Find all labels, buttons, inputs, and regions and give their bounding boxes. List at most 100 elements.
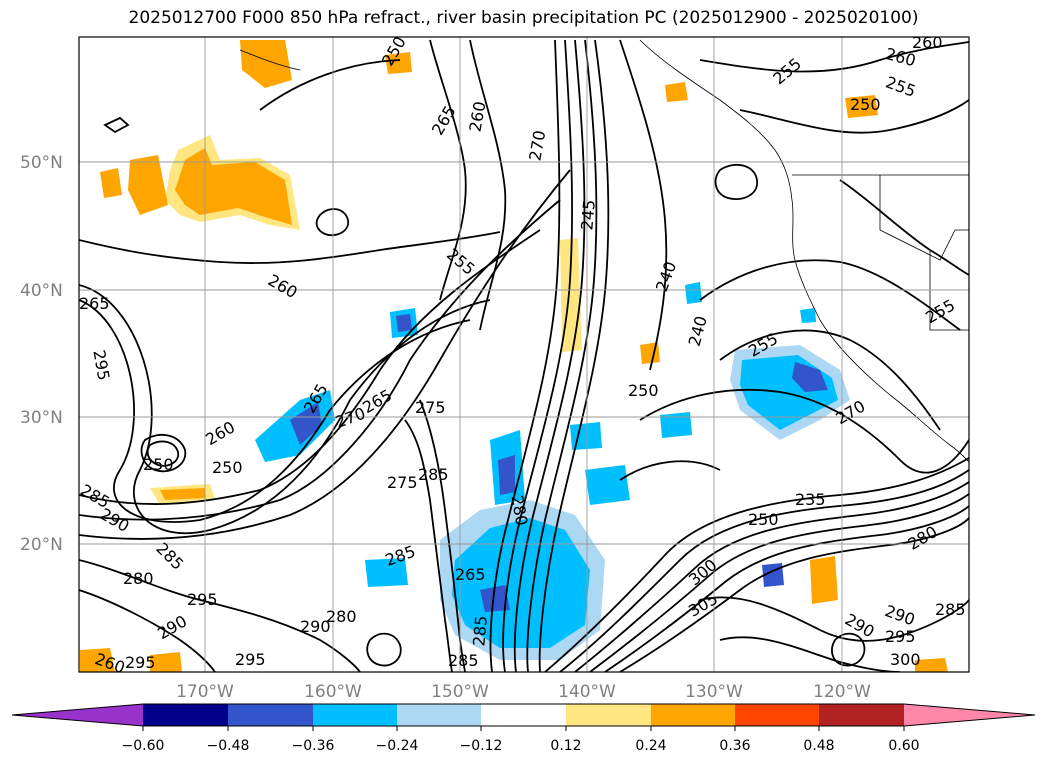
contour-line [103,116,130,134]
contour-label: 290 [300,617,331,636]
contour-line [404,419,453,672]
contour-line [79,169,571,540]
contour-line [513,39,586,672]
refractivity-contours [79,39,969,672]
colorbar-segment [143,704,228,726]
contour-line [140,433,187,473]
contour-label: 250 [212,458,243,477]
contour-line [79,559,361,672]
contour-line [526,39,598,672]
contour-label: 285 [469,615,491,647]
colorbar-extend-low [12,704,143,726]
coastlines [239,39,969,463]
positive-anomaly-region [640,342,660,364]
contour-line [714,163,758,200]
colorbar-tick-label: 0.12 [550,738,581,754]
positive-anomaly-region [845,95,878,118]
contour-label: 285 [418,465,449,484]
lon-label: 160°W [304,682,362,702]
colorbar: −0.60 −0.48 −0.36 −0.24 −0.12 0.12 0.24 … [11,703,1036,754]
plot-frame [78,36,970,673]
contour-line [366,632,402,667]
contour-label: 280 [326,607,357,626]
contour-label: 260 [912,33,943,52]
colorbar-tick-label: 0.48 [803,738,834,754]
lon-label: 140°W [558,682,616,702]
contour-label: 265 [455,565,486,584]
contour-line [419,399,466,672]
contour-line [831,632,866,667]
negative-anomaly-region [585,465,630,505]
contour-line [79,231,501,264]
positive-anomaly-region [160,488,206,500]
contour-label: 250 [628,381,659,400]
negative-anomaly-region [480,585,510,612]
colorbar-tick-label: −0.24 [376,738,419,754]
colorbar-segment [397,704,481,726]
colorbar-tick-marks [142,726,905,731]
contour-line [146,440,180,467]
contour-line [604,505,969,672]
contour-line [739,99,969,134]
contour-line [489,39,561,672]
negative-anomaly-region [792,362,828,392]
contour-label: 285 [448,651,479,670]
negative-anomaly-region [570,422,602,450]
contour-line [79,229,541,505]
positive-anomaly-region [175,148,292,225]
contour-line [79,589,216,672]
contour-line [719,636,901,672]
contour-line [79,299,471,523]
negative-anomaly-region [498,455,515,495]
contour-label: 300 [890,650,921,669]
contour-line [79,284,491,535]
border-line [929,250,969,331]
latitude-labels: 50°N 40°N 30°N 20°N [20,153,63,555]
gridlines [79,37,969,672]
map-title: 2025012700 F000 850 hPa refract., river … [128,8,919,28]
colorbar-tick-label: −0.12 [460,738,503,754]
contour-label: 280 [123,569,154,588]
lon-label: 130°W [685,682,743,702]
positive-anomaly-region [150,652,182,672]
lat-label: 50°N [20,153,63,173]
contour-label: 295 [885,627,916,646]
contour-label: 250 [748,510,779,529]
colorbar-tick-label: 0.60 [888,738,919,754]
contour-line [839,179,969,276]
contour-line [259,59,401,111]
contour-line [619,460,721,481]
longitude-labels: 170°W 160°W 150°W 140°W 130°W 120°W [176,682,871,702]
coastline [639,39,969,463]
contour-label: 235 [795,490,826,509]
contour-line [619,517,969,672]
lon-label: 120°W [813,682,871,702]
negative-anomaly-region [290,402,322,445]
contour-line [699,259,961,331]
colorbar-segment [313,704,397,726]
negative-anomaly-region [685,282,702,304]
lat-label: 40°N [20,281,63,301]
positive-anomaly-region [915,658,948,672]
positive-anomaly-region [128,155,168,215]
colorbar-tick-label: 0.24 [635,738,666,754]
positive-anomaly-region [810,556,838,604]
colorbar-segment [228,704,313,726]
contour-label: 275 [387,473,418,492]
colorbar-segment [566,704,651,726]
shaded-precipitation-fields [80,40,948,672]
lon-label: 150°W [431,682,489,702]
border-line [879,175,969,261]
lat-label: 20°N [20,535,63,555]
contour-line [315,208,349,237]
contour-line [538,39,610,672]
contour-line [574,481,969,672]
lon-label: 170°W [176,682,234,702]
negative-anomaly-region [396,314,412,332]
colorbar-tick-label: −0.36 [292,738,335,754]
contour-line [79,199,561,521]
positive-anomaly-region [385,52,412,74]
contour-line [699,41,969,73]
positive-anomaly-region [80,648,115,672]
